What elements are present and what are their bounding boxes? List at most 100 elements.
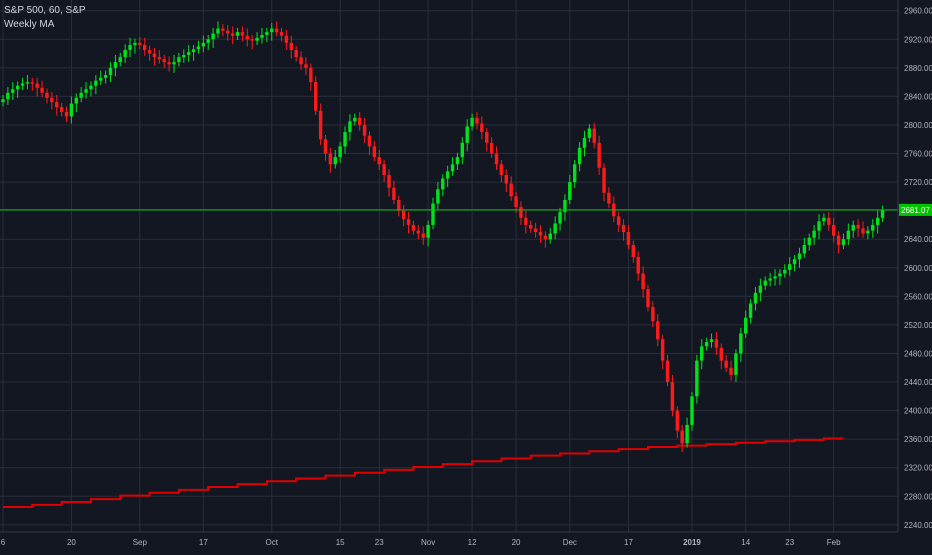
candle-body (660, 339, 665, 361)
candle-body (783, 269, 787, 274)
candle-body (553, 223, 557, 234)
candle-body (221, 28, 225, 31)
candle-body (40, 87, 44, 93)
candle-body (167, 62, 171, 65)
time-tick-label: 17 (624, 538, 633, 547)
price-tick-label: 2720.00 (904, 178, 932, 187)
candle-body (45, 92, 49, 98)
price-tick-label: 2840.00 (904, 92, 932, 101)
candle-body (504, 174, 509, 184)
time-axis: 6 20 Sep 17 Oct 15 23 Nov 12 20 Dec 17 2019 14 23 Feb (0, 531, 932, 550)
price-axis-background[interactable] (898, 0, 932, 550)
candle-body (558, 212, 562, 224)
candle-body (348, 121, 352, 133)
candle-body (318, 110, 323, 140)
candle-body (704, 342, 709, 347)
price-axis: 2960.00 2920.00 2880.00 2840.00 2800.00 2760.… (897, 0, 932, 550)
candle-body (382, 164, 386, 175)
candle-body (309, 67, 313, 83)
candle-body (245, 35, 250, 40)
candle-body (314, 82, 318, 111)
indicator-label: Weekly MA (4, 19, 55, 30)
candle-body (538, 232, 543, 236)
time-tick-label: 17 (199, 538, 208, 547)
candle-body (260, 34, 264, 38)
candle-body (607, 192, 611, 204)
candle-body (582, 137, 587, 148)
candle-body (807, 237, 811, 245)
candle-body (695, 360, 699, 397)
candle-body (15, 85, 20, 90)
candle-body (470, 117, 474, 127)
candle-body (133, 42, 137, 45)
candle-body (123, 49, 127, 58)
candle-body (480, 123, 484, 133)
candle-body (377, 157, 381, 165)
candle-body (397, 199, 401, 211)
price-tick-label: 2320.00 (904, 464, 932, 473)
symbol-title: S&P 500, 60, S&P (4, 5, 86, 16)
weekly-ma-line (3, 437, 844, 509)
time-tick-label: 23 (375, 538, 384, 547)
candle-body (274, 28, 279, 33)
candle-body (196, 46, 201, 50)
candle-body (250, 39, 254, 41)
candle-body (343, 132, 347, 147)
last-price-badge (899, 203, 932, 216)
time-tick-label: Dec (563, 538, 577, 547)
candle-body (851, 224, 855, 231)
candle-body (680, 430, 684, 444)
candle-body (401, 210, 406, 220)
candle-body (55, 102, 59, 108)
candle-body (563, 199, 567, 213)
candle-body (543, 235, 548, 240)
price-tick-label: 2920.00 (904, 35, 932, 44)
candle-body (289, 42, 294, 50)
candle-body (1, 99, 5, 103)
candle-body (431, 203, 435, 225)
candle-body (577, 147, 582, 165)
candle-body (304, 64, 308, 68)
candle-body (866, 230, 870, 234)
candle-body (357, 117, 362, 125)
price-tick-label: 2440.00 (904, 378, 932, 387)
candle-body (177, 57, 181, 63)
candle-body (94, 80, 98, 86)
candle-body (392, 187, 396, 200)
candle-body (333, 157, 337, 165)
price-tick-label: 2400.00 (904, 407, 932, 416)
candle-body (206, 39, 210, 43)
candle-body (626, 232, 631, 245)
price-tick-label: 2560.00 (904, 292, 932, 301)
candle-body (656, 321, 660, 340)
candle-body (646, 289, 650, 308)
last-price-label: 2681.07 (901, 206, 930, 215)
price-tick-label: 2960.00 (904, 7, 932, 16)
candle-body (25, 82, 30, 84)
candle-body (157, 57, 162, 60)
chart-legend: S&P 500, 60, S&P Weekly MA (4, 4, 86, 32)
candle-body (822, 217, 826, 222)
time-axis-background[interactable] (0, 532, 932, 550)
candle-body (74, 97, 79, 104)
price-tick-label: 2280.00 (904, 492, 932, 501)
candle-body (64, 112, 69, 117)
time-tick-label: 2019 (683, 538, 701, 547)
candle-body (182, 54, 186, 58)
candles (1, 21, 885, 453)
candle-body (460, 142, 465, 158)
candle-body (719, 347, 724, 361)
candle-body (475, 117, 479, 124)
candle-body (255, 37, 259, 41)
candle-body (739, 333, 743, 354)
candle-body (147, 49, 152, 54)
candle-body (489, 142, 494, 154)
candle-body (240, 32, 245, 36)
candle-body (191, 49, 196, 53)
candle-body (548, 233, 552, 240)
candle-body (616, 216, 621, 225)
price-tick-label: 2480.00 (904, 349, 932, 358)
candle-body (201, 42, 206, 47)
